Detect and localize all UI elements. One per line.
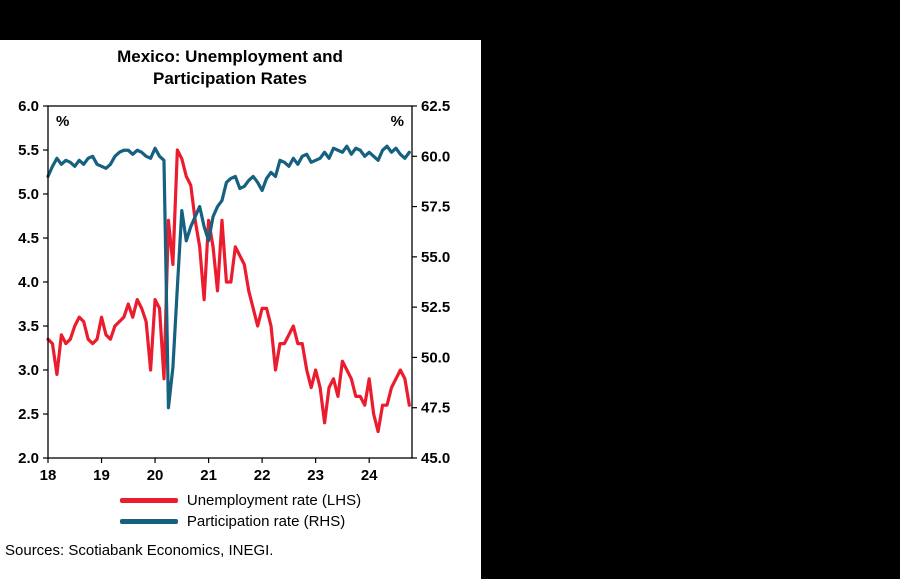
svg-text:62.5: 62.5 [421, 98, 450, 115]
svg-text:19: 19 [93, 467, 110, 484]
svg-text:18: 18 [40, 467, 57, 484]
svg-text:4.0: 4.0 [18, 274, 39, 291]
svg-text:52.5: 52.5 [421, 299, 450, 316]
svg-text:47.5: 47.5 [421, 400, 450, 417]
svg-text:2.5: 2.5 [18, 406, 39, 423]
legend-item-unemployment: Unemployment rate (LHS) [119, 492, 362, 509]
svg-text:45.0: 45.0 [421, 450, 450, 467]
chart-canvas: 2.0 2.5 3.0 3.5 4.0 4.5 5.0 5.5 6.0 45.0 47.5 50.0 5… [18, 98, 450, 484]
svg-text:5.0: 5.0 [18, 186, 39, 203]
svg-text:%: % [56, 113, 69, 130]
svg-text:23: 23 [307, 467, 324, 484]
source-note: Sources: Scotiabank Economics, INEGI. [5, 542, 274, 559]
svg-text:55.0: 55.0 [421, 249, 450, 266]
svg-text:3.0: 3.0 [18, 362, 39, 379]
chart-title-line1: Mexico: Unemployment and [117, 47, 343, 66]
chart-panel: Mexico: Unemployment and Participation R… [0, 40, 481, 579]
chart-title: Mexico: Unemployment and Participation R… [0, 46, 460, 90]
svg-text:%: % [391, 113, 404, 130]
svg-text:6.0: 6.0 [18, 98, 39, 115]
svg-text:2.0: 2.0 [18, 450, 39, 467]
svg-text:21: 21 [200, 467, 217, 484]
svg-text:22: 22 [254, 467, 271, 484]
svg-text:60.0: 60.0 [421, 148, 450, 165]
legend-item-participation: Participation rate (RHS) [119, 513, 361, 530]
svg-text:57.5: 57.5 [421, 199, 450, 216]
legend-label-unemployment: Unemployment rate (LHS) [186, 492, 362, 509]
legend-label-participation: Participation rate (RHS) [186, 513, 346, 530]
chart-title-line2: Participation Rates [153, 69, 307, 89]
svg-text:20: 20 [147, 467, 164, 484]
svg-text:5.5: 5.5 [18, 142, 39, 159]
svg-text:24: 24 [361, 467, 378, 484]
chart-legend: Unemployment rate (LHS) Participation ra… [0, 492, 481, 530]
svg-text:50.0: 50.0 [421, 349, 450, 366]
legend-swatch-participation [119, 519, 178, 524]
svg-text:3.5: 3.5 [18, 318, 39, 335]
svg-text:4.5: 4.5 [18, 230, 39, 247]
legend-swatch-unemployment [119, 498, 178, 503]
